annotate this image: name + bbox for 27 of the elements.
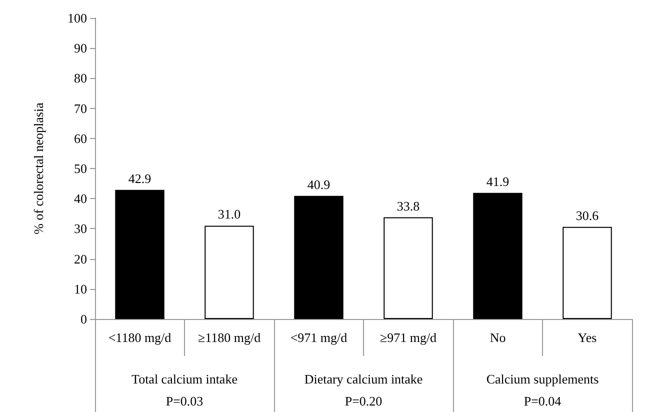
- y-tick-label: 20: [74, 251, 87, 266]
- data-label: 41.9: [486, 174, 510, 189]
- data-label: 30.6: [576, 208, 600, 223]
- x-tick-label: No: [490, 330, 506, 345]
- data-label: 31.0: [218, 206, 241, 222]
- y-tick-label: 40: [74, 191, 87, 206]
- y-tick-label: 90: [74, 40, 87, 56]
- y-tick-label: 10: [74, 281, 87, 296]
- y-tick-label: 0: [80, 312, 87, 326]
- x-tick-label: ≥971 mg/d: [380, 330, 438, 345]
- y-tick-label: 50: [74, 161, 87, 176]
- text: Total calcium intake P=0.03: [132, 372, 238, 408]
- y-tick-label: 60: [74, 130, 87, 146]
- text: Calcium supplements P=0.04: [486, 372, 599, 408]
- text: Dietary calcium intake P=0.20: [304, 372, 423, 408]
- y-tick-label: 30: [74, 221, 87, 236]
- data-label: 42.9: [128, 170, 152, 186]
- x-tick-label: <971 mg/d: [290, 330, 348, 345]
- y-tick-label: 80: [74, 70, 87, 86]
- x-tick-label: <1180 mg/d: [108, 330, 172, 345]
- x-tick-label: Yes: [578, 330, 597, 345]
- data-label: 40.9: [307, 176, 330, 192]
- y-axis-title: % of colorectal neoplasia: [31, 102, 46, 234]
- data-label: 33.8: [396, 198, 420, 214]
- x-tick-label: ≥1180 mg/d: [198, 330, 262, 345]
- y-tick-label: 70: [74, 100, 87, 116]
- y-tick-label: 100: [68, 10, 87, 26]
